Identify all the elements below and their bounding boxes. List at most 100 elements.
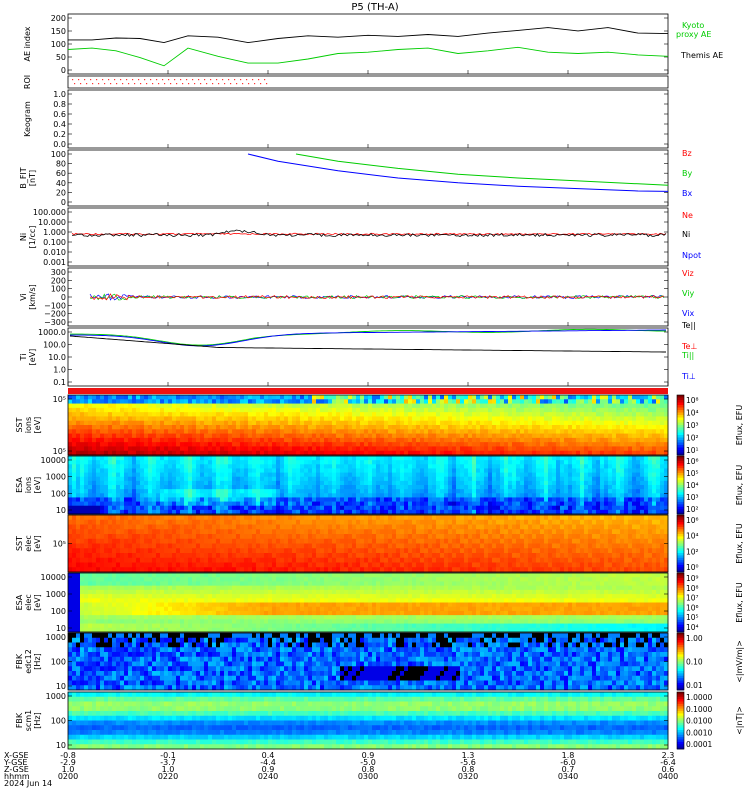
esa_ion-cell: [648, 476, 653, 482]
sst_elec-cell: [160, 553, 165, 559]
esa_ion-cell: [84, 485, 89, 490]
esa_ion-cell: [588, 480, 593, 486]
sst_ion-cell: [524, 399, 529, 404]
esa_ion-cell: [220, 472, 225, 478]
sst_ion-cell: [192, 425, 197, 430]
esa_ion-cell: [632, 493, 637, 498]
sst_ion-cell: [412, 437, 417, 443]
esa_ion-cell: [596, 485, 601, 490]
esa_ion-cell: [216, 505, 221, 511]
esa_ion-cell: [288, 493, 293, 498]
esa_ion-cell: [640, 460, 645, 465]
sst_ion-cell: [320, 437, 325, 443]
sst_elec-cell: [84, 529, 89, 535]
sst_ion-cell: [592, 446, 597, 452]
esa_ion-cell: [144, 497, 149, 502]
esa_ion-cell: [140, 460, 145, 465]
esa_ion-cell: [216, 485, 221, 490]
sst_ion-cell: [344, 450, 349, 456]
sst_ion-cell: [572, 395, 577, 400]
esa_ion-cell: [660, 509, 665, 515]
sst_elec-cell: [204, 515, 209, 521]
sst_elec-cell: [148, 557, 153, 563]
esa_ion-cell: [452, 468, 457, 473]
sst_ion-cell: [224, 412, 229, 417]
sst_ion-cell: [592, 399, 597, 404]
sst_ion-cell: [632, 399, 637, 404]
sst_elec-cell: [136, 538, 141, 544]
esa_ion-cell: [188, 472, 193, 478]
esa_ion-cell: [112, 505, 117, 511]
esa_ion-cell: [576, 505, 581, 511]
sst_elec-cell: [152, 534, 157, 540]
esa_ion-cell: [296, 464, 301, 469]
sst_ion-cell: [656, 433, 661, 439]
sst_ion-cell: [468, 407, 473, 413]
esa_ion-cell: [280, 468, 285, 473]
esa_ion-cell: [492, 501, 497, 507]
esa_ion-cell: [188, 485, 193, 490]
sst_ion-cell: [396, 429, 401, 434]
sst_elec-cell: [84, 515, 89, 521]
sst_ion-cell: [476, 437, 481, 443]
sst_ion-cell: [344, 395, 349, 400]
sst_ion-cell: [444, 442, 449, 447]
sst_elec-cell: [128, 543, 133, 549]
esa_ion-cell: [636, 464, 641, 469]
sst_elec-cell: [132, 538, 137, 544]
esa_ion-cell: [620, 468, 625, 473]
esa_ion-cell: [492, 464, 497, 469]
sst_ion-cell: [580, 433, 585, 439]
sst_ion-cell: [636, 450, 641, 456]
esa_ion-cell: [192, 501, 197, 507]
sst_elec-cell: [184, 553, 189, 559]
sst_ion-cell: [88, 429, 93, 434]
sst_elec-cell: [140, 548, 145, 554]
sst_ion-cell: [292, 416, 297, 422]
sst_ion-cell: [484, 450, 489, 456]
sst_elec-cell: [152, 529, 157, 535]
sst_ion-cell: [516, 429, 521, 434]
sst_ion-cell: [332, 425, 337, 430]
sst_elec-cell: [236, 519, 241, 525]
sst_ion-cell: [552, 416, 557, 422]
esa_ion-cell: [560, 468, 565, 473]
sst_elec-cell: [224, 562, 229, 568]
sst_elec-cell: [88, 529, 93, 535]
esa_ion-cell: [380, 468, 385, 473]
sst_ion-cell: [480, 450, 485, 456]
sst_ion-cell: [516, 433, 521, 439]
sst_ion-cell: [176, 412, 181, 417]
esa_ion-cell: [572, 485, 577, 490]
esa_ion-cell: [456, 460, 461, 465]
sst_ion-cell: [136, 446, 141, 452]
esa_ion-cell: [476, 468, 481, 473]
esa_ion-cell: [604, 501, 609, 507]
sst_elec-cell: [240, 567, 245, 573]
sst_ion-cell: [476, 446, 481, 452]
esa_ion-cell: [208, 460, 213, 465]
sst_ion-cell: [556, 403, 561, 409]
sst_ion-cell: [368, 442, 373, 447]
sst_ion-cell: [504, 433, 509, 439]
sst_ion-cell: [228, 420, 233, 426]
esa_ion-cell: [380, 497, 385, 502]
sst_ion-cell: [412, 399, 417, 404]
sst_ion-cell: [500, 446, 505, 452]
esa_ion-cell: [456, 480, 461, 486]
roi-dot: [204, 79, 206, 81]
esa_ion-cell: [624, 505, 629, 511]
esa_ion-cell: [336, 489, 341, 494]
sst_elec-cell: [148, 562, 153, 568]
sst_ion-cell: [76, 399, 81, 404]
esa_ion-cell: [664, 480, 669, 486]
sst_ion-cell: [636, 433, 641, 439]
sst_ion-cell: [564, 395, 569, 400]
esa_ion-cell: [132, 472, 137, 478]
esa_ion-cell: [68, 493, 73, 498]
sst_ion-cell: [520, 407, 525, 413]
sst_ion-cell: [232, 446, 237, 452]
roi-dot: [144, 79, 146, 81]
sst_ion-cell: [172, 416, 177, 422]
sst_elec-cell: [148, 524, 153, 530]
